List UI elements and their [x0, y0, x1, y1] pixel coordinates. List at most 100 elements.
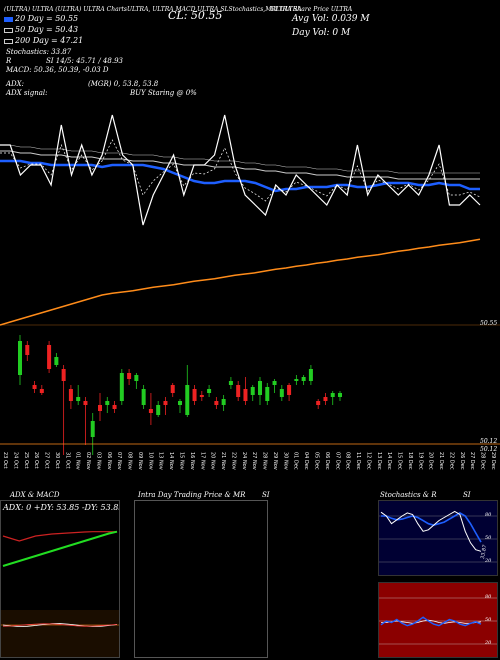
close-smooth-line — [0, 139, 481, 202]
ma200-line — [0, 238, 481, 326]
adx-signal-label: ADX signal: — [6, 89, 48, 97]
date-tick-label: 27 Nov — [251, 452, 257, 470]
date-tick-label: 14 Dec — [386, 452, 392, 470]
stoch-level-80: 80 — [485, 512, 492, 518]
macd-line — [2, 623, 118, 627]
candle-body — [199, 395, 204, 397]
ticker-line: ULTRA Share Price ULTRA — [270, 6, 353, 13]
date-tick-label: 28 Dec — [480, 452, 486, 470]
date-tick-label: 20 Nov — [210, 452, 216, 470]
date-tick-label: 29 Dec — [490, 452, 496, 470]
ma20-label: 20 Day = 50.55 — [15, 14, 79, 23]
candle-body — [178, 401, 182, 405]
day-volume: Day Vol: 0 M — [292, 28, 351, 38]
si-label: SI 14/5: 45.71 / 48.93 — [46, 57, 123, 65]
si-signal-line — [381, 619, 482, 624]
si-panel: 80 50 20 — [378, 582, 498, 658]
date-axis: 23 Oct 24 Oct 25 Oct 26 Oct 27 Oct 30 Oct 31 O… — [2, 452, 496, 470]
stochastics-panel: 80 50 20 33.87 — [378, 500, 498, 576]
candle-body — [214, 401, 219, 405]
candle-body — [301, 377, 306, 381]
date-tick-label: 14 Nov — [168, 452, 174, 470]
date-tick-label: 20 Dec — [428, 452, 434, 470]
date-tick-label: 21 Nov — [220, 452, 226, 470]
candle-body — [243, 389, 248, 401]
macd-signal-line — [2, 623, 118, 627]
date-tick-label: 23 Oct — [2, 452, 8, 469]
candle-body — [294, 379, 299, 381]
intraday-panel — [134, 500, 268, 658]
date-tick-label: 01 Nov — [75, 452, 81, 470]
close-price: CL: 50.55 — [168, 9, 223, 22]
candle-body — [98, 405, 102, 411]
date-tick-label: 06 Dec — [324, 452, 330, 470]
stoch-level-50: 50 — [485, 535, 492, 541]
price-label-right-bottom1: 50.12 — [480, 438, 498, 445]
candle-body — [141, 389, 146, 405]
date-tick-label: 27 Dec — [469, 452, 475, 470]
adx-chart — [1, 530, 119, 657]
date-tick-label: 27 Oct — [44, 452, 50, 469]
date-tick-label: 06 Nov — [106, 452, 112, 470]
date-tick-label: 13 Dec — [376, 452, 382, 470]
candle-body — [323, 397, 328, 401]
date-tick-label: 31 Oct — [64, 452, 70, 469]
candle-body — [105, 401, 110, 405]
candle-body — [185, 385, 190, 415]
candle-body — [90, 421, 95, 437]
date-tick-label: 08 Nov — [127, 452, 133, 470]
date-tick-label: 05 Dec — [313, 452, 319, 470]
date-tick-label: 15 Dec — [397, 452, 403, 470]
close-line — [0, 114, 481, 226]
price-chart: 23 Oct 24 Oct 25 Oct 26 Oct 27 Oct 30 Oct 31 O… — [0, 114, 500, 470]
adx-panel: ADX: 0 +DY: 53.85 -DY: 53.85 — [0, 500, 120, 658]
date-tick-label: 24 Nov — [241, 452, 247, 470]
candle-body — [76, 397, 81, 401]
si-line — [380, 616, 482, 627]
ma200-line-group — [0, 238, 481, 326]
stoch-lines — [380, 510, 482, 552]
candle-body — [250, 387, 255, 395]
candle-body — [279, 389, 284, 397]
candle-body — [330, 393, 335, 397]
si-chart — [379, 597, 497, 645]
si-level-50: 50 — [485, 617, 492, 623]
ma50-line — [0, 150, 480, 180]
candle-body — [134, 375, 139, 381]
date-tick-label: 17 Nov — [199, 452, 205, 470]
date-tick-label: 25 Oct — [23, 452, 29, 469]
candle-body — [112, 405, 117, 409]
ma20-line-group — [0, 159, 480, 193]
date-tick-label: 26 Oct — [33, 452, 39, 469]
candlestick-group — [18, 335, 342, 455]
date-tick-label: 03 Nov — [95, 452, 101, 470]
candle-body — [265, 387, 270, 401]
si-lines — [380, 616, 482, 627]
price-label-right-top: 50.55 — [480, 320, 498, 327]
candle-body — [127, 373, 132, 379]
intraday-si-title: SI — [262, 491, 270, 499]
candle-body — [228, 381, 233, 385]
candle-body — [236, 385, 241, 397]
candle-body — [54, 357, 59, 365]
price-label-right-bottom2: 50.12 — [480, 446, 498, 453]
date-tick-label: 07 Nov — [116, 452, 122, 470]
si-level-20: 20 — [485, 640, 492, 646]
candle-body — [170, 385, 175, 393]
ma20-legend — [4, 17, 13, 22]
close-line-group — [0, 114, 481, 226]
date-tick-label: 02 Nov — [85, 452, 91, 470]
candle-body — [163, 401, 168, 405]
date-tick-label: 08 Dec — [345, 452, 351, 470]
date-tick-label: 15 Nov — [179, 452, 185, 470]
macd-sub-panel — [1, 610, 119, 657]
date-tick-label: 21 Dec — [438, 452, 444, 470]
stoch-si-title: SI — [463, 491, 471, 499]
intraday-panel-title: Intra Day Trading Price & MR — [138, 491, 246, 499]
ma20-line — [0, 159, 480, 193]
candle-body — [258, 381, 262, 395]
date-tick-label: 26 Dec — [459, 452, 465, 470]
candle-body — [39, 389, 44, 393]
stoch-line — [380, 510, 482, 552]
date-tick-label: 30 Oct — [54, 452, 60, 469]
